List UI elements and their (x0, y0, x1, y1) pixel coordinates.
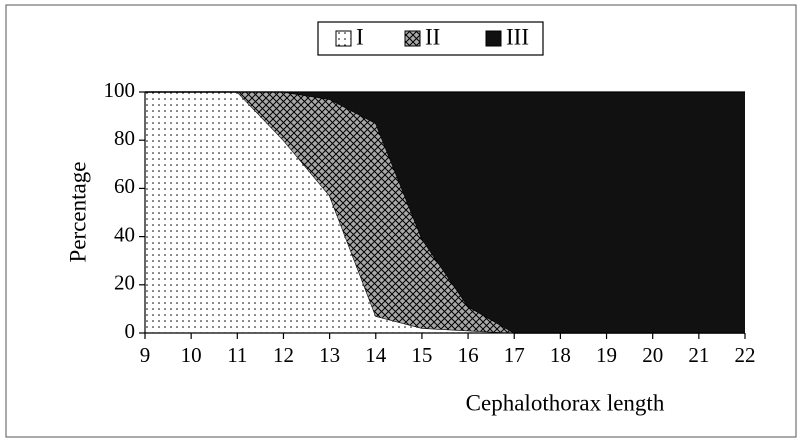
legend-swatch-pattern (335, 30, 352, 47)
y-tick-label: 20 (114, 271, 135, 295)
legend-label: II (425, 24, 440, 49)
x-tick-label: 16 (458, 343, 479, 367)
legend-label: III (506, 24, 529, 49)
y-tick-label: 80 (114, 126, 135, 150)
x-tick-label: 21 (688, 343, 709, 367)
y-tick-label: 60 (114, 174, 135, 198)
x-tick-label: 13 (319, 343, 340, 367)
x-tick-label: 11 (227, 343, 247, 367)
legend-box (317, 21, 544, 56)
x-tick-label: 15 (411, 343, 432, 367)
y-axis-label: Percentage (65, 162, 90, 263)
area-pattern (145, 92, 745, 333)
legend-label: I (356, 24, 364, 49)
area-fill (145, 92, 745, 333)
area-pattern (145, 92, 745, 333)
x-tick-label: 19 (596, 343, 617, 367)
frame (5, 4, 797, 438)
x-tick-label: 12 (273, 343, 294, 367)
x-tick-label: 9 (140, 343, 151, 367)
y-tick-label: 40 (114, 222, 135, 246)
x-tick-label: 10 (181, 343, 202, 367)
x-tick-label: 22 (735, 343, 756, 367)
x-tick-label: 17 (504, 343, 525, 367)
legend-swatch-pattern (404, 30, 421, 47)
y-tick-label: 0 (125, 319, 136, 343)
x-tick-label: 14 (365, 343, 387, 367)
x-axis-label: Cephalothorax length (466, 390, 665, 415)
legend-swatch (485, 30, 502, 47)
x-tick-label: 18 (550, 343, 571, 367)
x-tick-label: 20 (642, 343, 663, 367)
y-tick-label: 100 (104, 78, 136, 102)
